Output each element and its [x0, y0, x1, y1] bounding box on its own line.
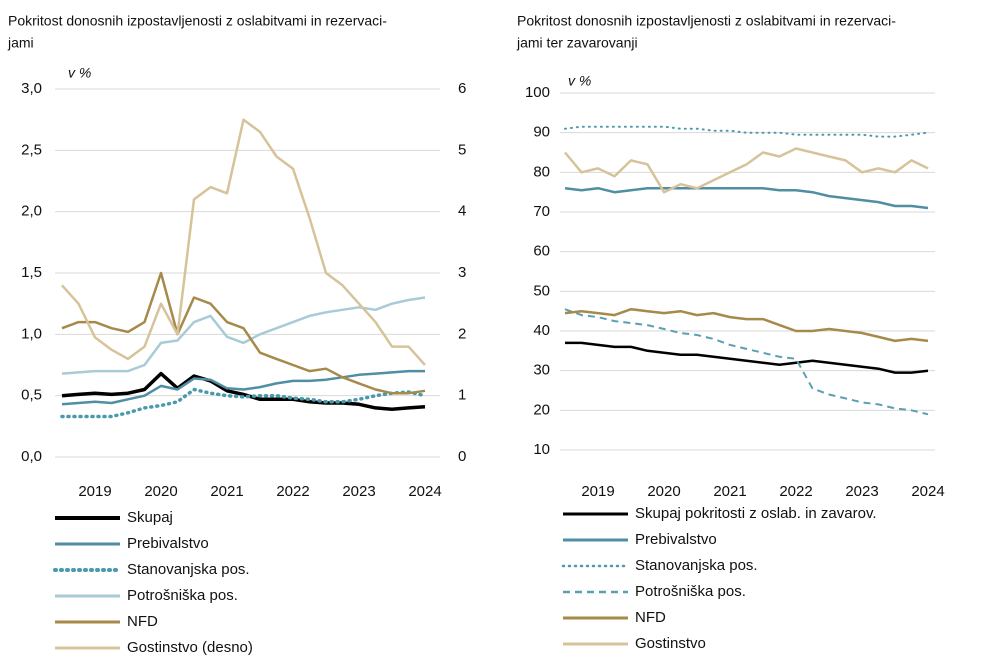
legend-label: Skupaj pokritosti z oslab. in zavarov. [635, 505, 877, 522]
x-tick-label: 2019 [581, 483, 614, 500]
series-line [564, 147, 929, 194]
chart-title: jami ter zavarovanji [516, 35, 638, 51]
chart-title: Pokritost donosnih izpostavljenosti z os… [8, 13, 387, 29]
chart-title: jami [7, 35, 34, 51]
y2-tick-label: 3 [458, 264, 466, 281]
x-tick-label: 2022 [276, 483, 309, 500]
y-tick-label: 1,5 [21, 264, 42, 281]
series-line [565, 341, 929, 374]
y-tick-label: 3,0 [21, 80, 42, 97]
y-tick-label: 2,0 [21, 203, 42, 220]
y-tick-label: 30 [533, 362, 550, 379]
x-tick-label: 2020 [647, 483, 680, 500]
x-tick-label: 2020 [144, 483, 177, 500]
y-tick-label: 0,0 [21, 448, 42, 465]
y-tick-label: 2,5 [21, 141, 42, 158]
y-tick-label: 0,5 [21, 387, 42, 404]
y2-tick-label: 1 [458, 387, 466, 404]
series-line [61, 369, 425, 406]
y-tick-label: 50 [533, 282, 550, 299]
series-line [61, 118, 426, 366]
legend-label: Stanovanjska pos. [635, 557, 758, 574]
y-tick-label: 40 [533, 322, 550, 339]
legend-label: Gostinstvo (desno) [127, 639, 253, 656]
y-tick-label: 80 [533, 163, 550, 180]
y-tick-label: 100 [525, 84, 550, 101]
series-line [61, 371, 426, 411]
legend-label: Stanovanjska pos. [127, 561, 250, 578]
y2-tick-label: 0 [458, 448, 466, 465]
legend-label: Skupaj [127, 509, 173, 526]
legend-label: Potrošniška pos. [127, 587, 238, 604]
y2-tick-label: 4 [458, 203, 466, 220]
y-tick-label: 70 [533, 203, 550, 220]
series-line [564, 308, 929, 416]
x-tick-label: 2022 [779, 483, 812, 500]
y-tick-label: 20 [533, 401, 550, 418]
y2-tick-label: 2 [458, 325, 466, 342]
legend-label: NFD [635, 609, 666, 626]
legend-label: Prebivalstvo [127, 535, 209, 552]
legend-label: Gostinstvo [635, 635, 706, 652]
x-tick-label: 2021 [210, 483, 243, 500]
series-line [60, 387, 427, 419]
x-tick-label: 2023 [845, 483, 878, 500]
series-line [61, 296, 426, 375]
series-line [564, 307, 929, 343]
series-line [564, 186, 929, 210]
x-tick-label: 2024 [911, 483, 944, 500]
legend-label: NFD [127, 613, 158, 630]
unit-label: v % [568, 73, 591, 89]
legend-label: Potrošniška pos. [635, 583, 746, 600]
series-line [564, 125, 929, 138]
y2-tick-label: 5 [458, 141, 466, 158]
x-tick-label: 2023 [342, 483, 375, 500]
y-tick-label: 60 [533, 243, 550, 260]
y-tick-label: 10 [533, 441, 550, 458]
y-tick-label: 1,0 [21, 325, 42, 342]
x-tick-label: 2024 [408, 483, 441, 500]
y-tick-label: 90 [533, 124, 550, 141]
series-line [61, 271, 426, 395]
chart-title: Pokritost donosnih izpostavljenosti z os… [517, 13, 896, 29]
y2-tick-label: 6 [458, 80, 466, 97]
legend-label: Prebivalstvo [635, 531, 717, 548]
x-tick-label: 2019 [78, 483, 111, 500]
x-tick-label: 2021 [713, 483, 746, 500]
unit-label: v % [68, 65, 91, 81]
